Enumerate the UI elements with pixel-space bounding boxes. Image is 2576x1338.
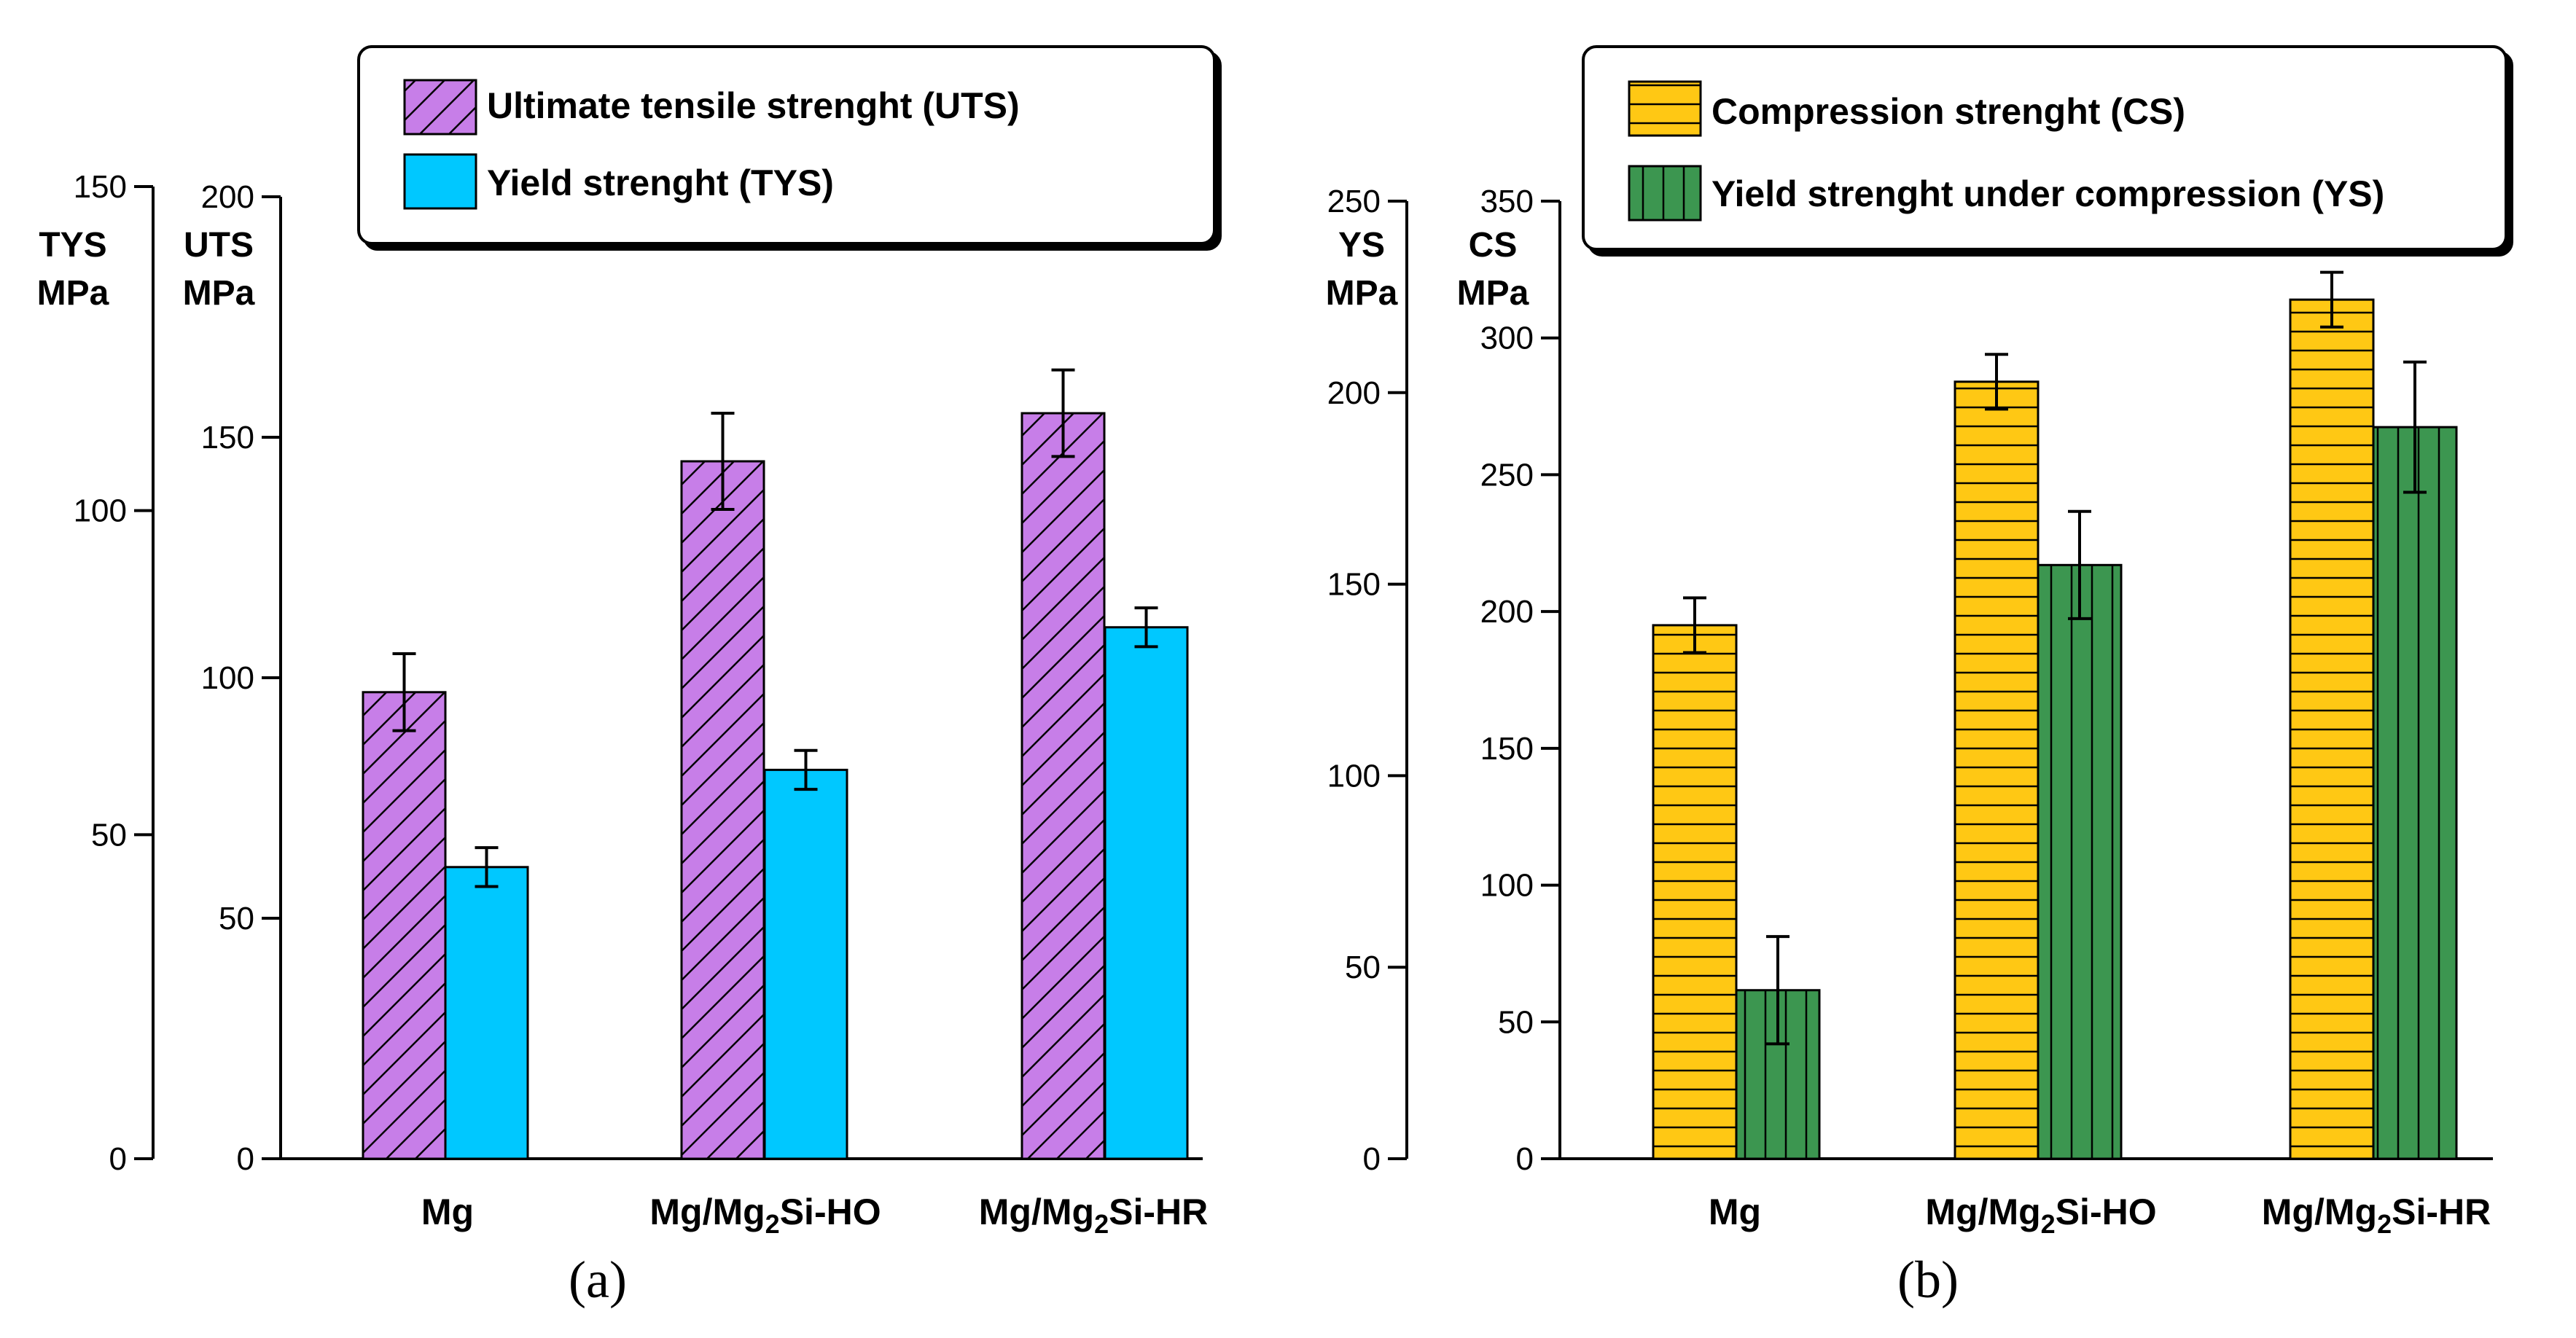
cat-sub: 2 xyxy=(1094,1209,1109,1239)
cat-sub: 2 xyxy=(2377,1209,2392,1239)
bar-series1 xyxy=(1652,624,1738,1160)
legend-swatch-cs xyxy=(1628,80,1702,137)
tick-label: 0 xyxy=(109,1141,127,1177)
bar-series2 xyxy=(444,866,529,1160)
cat-sub: 2 xyxy=(2041,1209,2056,1239)
legend-box xyxy=(1582,45,2507,251)
tick-label: 50 xyxy=(219,901,254,936)
cat-tail: Si-HO xyxy=(2056,1192,2157,1232)
panel-a-caption: (a) xyxy=(569,1251,627,1309)
panel-b-ys-title-2: MPa xyxy=(1326,274,1398,313)
cat-tail: Si-HO xyxy=(780,1192,881,1232)
legend-label-ys: Yield strenght under compression (YS) xyxy=(1712,173,2384,214)
panel-b-category-label: Mg/Mg2Si-HR xyxy=(2262,1192,2491,1239)
legend-label-uts: Ultimate tensile strenght (UTS) xyxy=(487,85,1020,126)
panel-b-caption: (b) xyxy=(1897,1251,1959,1309)
panel-b-ys-ticks: 0 50 100 150 200 250 xyxy=(1327,184,1407,1177)
panel-a-legend: Ultimate tensile strenght (UTS) Yield st… xyxy=(357,45,1216,245)
cat-tail: Si-HR xyxy=(1109,1192,1208,1232)
panel-a-bars xyxy=(362,368,1189,1160)
panel-b-cs-ticks: 0 50 100 150 200 250 300 350 xyxy=(1480,184,1560,1177)
tick-label: 0 xyxy=(1363,1141,1381,1177)
legend-label-tys: Yield strenght (TYS) xyxy=(487,163,834,203)
panel-a-category-label: Mg/Mg2Si-HO xyxy=(649,1192,881,1239)
cat-main: Mg/Mg xyxy=(1925,1192,2040,1232)
tick-label: 150 xyxy=(201,420,254,455)
tick-label: 100 xyxy=(201,660,254,696)
panel-b-category-label: Mg xyxy=(1709,1192,1761,1232)
panel-b-category-label: Mg/Mg2Si-HO xyxy=(1925,1192,2156,1239)
tick-label: 350 xyxy=(1480,184,1534,219)
cat-main: Mg/Mg xyxy=(979,1192,1094,1232)
tick-label: 250 xyxy=(1480,457,1534,493)
tick-label: 200 xyxy=(201,179,254,215)
tick-label: 150 xyxy=(1327,567,1381,603)
panel-b: 0 50 100 150 200 250 0 50 100 150 200 250 300 350 YS… xyxy=(1326,45,2507,1309)
bar-series1 xyxy=(1954,380,2040,1160)
bar-series1 xyxy=(2289,298,2375,1160)
tick-label: 50 xyxy=(1345,950,1381,985)
tick-label: 50 xyxy=(1498,1004,1534,1040)
panel-b-cs-title-2: MPa xyxy=(1457,274,1529,313)
bar-series2 xyxy=(763,768,848,1160)
tick-label: 0 xyxy=(237,1141,254,1177)
panel-a-tys-ticks: 0 50 100 150 xyxy=(74,169,153,1177)
panel-a-uts-title-1: UTS xyxy=(184,226,254,265)
panel-b-bars xyxy=(1652,270,2458,1160)
bar-series2 xyxy=(1104,626,1189,1160)
tick-label: 0 xyxy=(1516,1141,1534,1177)
cat-sub: 2 xyxy=(765,1209,780,1239)
panel-a: 0 50 100 150 0 50 100 150 200 TYS MPa UTS MPa M… xyxy=(37,45,1216,1309)
bar-series1 xyxy=(362,691,447,1160)
cat-main: Mg/Mg xyxy=(2262,1192,2377,1232)
tick-label: 300 xyxy=(1480,321,1534,356)
panel-a-tys-title-2: MPa xyxy=(37,274,109,313)
tick-label: 50 xyxy=(91,817,127,853)
legend-label-cs: Compression strenght (CS) xyxy=(1712,91,2185,132)
panel-a-uts-ticks: 0 50 100 150 200 xyxy=(201,179,281,1177)
cat-main: Mg xyxy=(1709,1192,1761,1232)
panel-a-uts-title-2: MPa xyxy=(183,274,255,313)
cat-tail: Si-HR xyxy=(2392,1192,2491,1232)
tick-label: 150 xyxy=(1480,731,1534,767)
panel-b-legend: Compression strenght (CS) Yield strenght… xyxy=(1582,45,2507,251)
panel-a-category-label: Mg xyxy=(421,1192,474,1232)
legend-swatch-ys xyxy=(1628,165,1702,222)
bar-series2 xyxy=(2037,563,2123,1160)
tick-label: 200 xyxy=(1480,594,1534,630)
legend-swatch-tys xyxy=(403,153,477,210)
tick-label: 100 xyxy=(74,493,127,529)
bar-series2 xyxy=(2372,426,2458,1160)
panel-b-cs-title-1: CS xyxy=(1469,226,1518,265)
tick-label: 100 xyxy=(1480,868,1534,904)
tick-label: 250 xyxy=(1327,184,1381,219)
panel-a-category-label: Mg/Mg2Si-HR xyxy=(979,1192,1208,1239)
legend-swatch-uts xyxy=(403,79,477,136)
tick-label: 150 xyxy=(74,169,127,205)
cat-main: Mg/Mg xyxy=(649,1192,765,1232)
bar-series1 xyxy=(1020,412,1106,1160)
cat-main: Mg xyxy=(421,1192,474,1232)
tick-label: 200 xyxy=(1327,375,1381,411)
tick-label: 100 xyxy=(1327,758,1381,794)
legend-box xyxy=(357,45,1216,245)
bar-series1 xyxy=(680,460,765,1160)
panel-a-tys-title-1: TYS xyxy=(39,226,106,265)
panel-b-ys-title-1: YS xyxy=(1338,226,1385,265)
